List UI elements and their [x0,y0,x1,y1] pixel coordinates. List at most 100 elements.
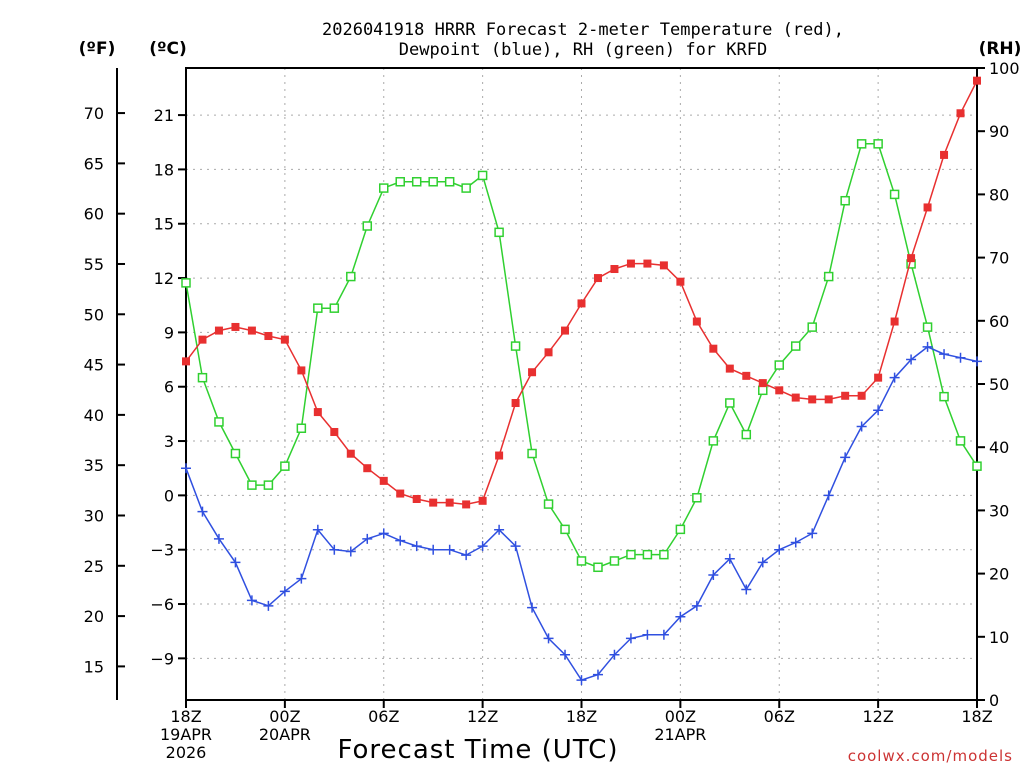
dewpoint-point [906,354,917,365]
dewpoint-point [774,544,785,555]
fahrenheit-tick-label: 15 [84,657,104,676]
dewpoint-point [972,356,982,367]
rh-point [329,303,340,313]
rh-tick-label: 80 [989,185,1009,204]
rh-tick-label: 40 [989,438,1009,457]
dewpoint-point [592,669,603,680]
dewpoint-point [527,602,538,613]
temperature-point [643,259,652,268]
rh-point [576,556,587,566]
dewpoint-series [181,341,982,686]
temperature-point [462,500,471,509]
x-axis-label: Forecast Time (UTC) [337,735,618,765]
temperature-point [775,386,784,395]
dewpoint-point [197,506,208,517]
fahrenheit-tick-label: 55 [84,255,104,274]
rh-point [939,391,949,402]
dewpoint-point [807,528,818,539]
temperature-point [182,357,190,366]
time-tick-label: 18Z [170,707,201,726]
celsius-tick-label: 6 [164,378,174,397]
rh-point [444,177,455,187]
temperature-point [313,408,322,417]
rh-point [840,195,850,206]
celsius-tick-label: −6 [150,595,174,614]
fahrenheit-tick-label: 30 [84,506,104,525]
time-tick-label: 2026 [166,743,207,762]
rh-tick-label: 70 [989,249,1009,268]
axes [116,67,978,701]
rh-point [823,271,834,282]
time-tick-label: 19APR [160,725,212,744]
rh-point [972,461,982,471]
dewpoint-point [345,546,356,557]
celsius-tick-label: 15 [154,215,174,234]
dewpoint-point [625,633,636,644]
rh-point [247,480,257,490]
dewpoint-point [955,352,966,363]
temperature-point [692,317,701,326]
chart-title-line1: 2026041918 HRRR Forecast 2-meter Tempera… [322,20,844,40]
dewpoint-point [642,629,653,640]
rh-point [395,177,405,187]
celsius-tick-label: −9 [150,649,174,668]
temperature-point [214,326,223,335]
dewpoint-point [576,675,587,686]
dewpoint-point [279,586,290,597]
rh-unit-label: (RH) [979,39,1022,59]
rh-point [197,372,208,383]
time-tick-label: 00Z [665,707,696,726]
fahrenheit-tick-label: 50 [84,305,104,324]
time-tick-label: 21APR [654,725,706,744]
temperature-point [396,489,405,498]
dewpoint-point [873,405,884,416]
rh-point [230,448,241,459]
rh-point [659,549,669,560]
temperature-point [742,371,751,380]
temperature-point [626,259,635,268]
dewpoint-point [790,537,801,548]
temperature-point [528,368,537,377]
rh-point [280,461,290,471]
rh-tick-label: 0 [989,691,999,710]
temperature-point [544,348,553,357]
dewpoint-point [230,557,241,568]
time-tick-label: 18Z [961,707,992,726]
rh-tick-label: 20 [989,565,1009,584]
rh-point [560,524,570,535]
fahrenheit-tick-label: 45 [84,356,104,375]
rh-tick-label: 30 [989,501,1009,520]
dewpoint-point [411,541,422,552]
rh-point [362,221,373,231]
dewpoint-point [362,533,373,544]
rh-point [774,360,784,370]
rh-tick-label: 10 [989,628,1009,647]
fahrenheit-tick-label: 20 [84,607,104,626]
rh-point [675,524,686,535]
rh-point [346,271,356,282]
rh-point [692,493,702,503]
temperature-point [659,261,668,270]
dewpoint-point [757,557,768,568]
celsius-tick-label: −3 [150,541,174,560]
rh-point [527,448,537,459]
temperature-point [198,335,207,344]
rh-point [313,303,323,313]
dewpoint-point [922,341,933,352]
temperature-point [231,322,240,331]
temperature-point [561,326,570,335]
fahrenheit-tick-label: 70 [84,104,104,123]
temperature-point [808,395,817,404]
temperature-point [841,391,850,400]
credit-text: coolwx.com/models [848,747,1013,765]
dewpoint-point [428,544,439,555]
rh-point [510,341,521,351]
celsius-axis: −9 −6 −3 0 3 6 9 12 15 18 21 [150,106,186,668]
dewpoint-point [724,553,735,564]
rh-point [477,170,488,181]
dewpoint-point [939,349,950,360]
time-tick-label: 06Z [368,707,399,726]
celsius-unit-label: (ºC) [149,39,187,59]
rh-axis: 0 10 20 30 40 50 60 70 80 90 100 [977,59,1020,710]
dewpoint-point [889,372,900,383]
